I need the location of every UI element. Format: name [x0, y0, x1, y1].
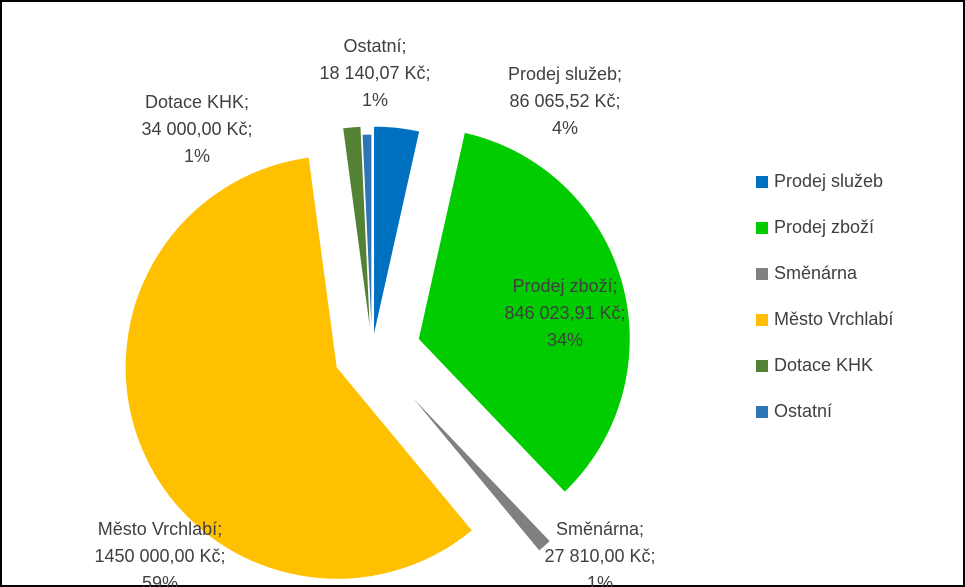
label-amount: 18 140,07 Kč [319, 63, 425, 83]
label-amount: 34 000,00 Kč [141, 119, 247, 139]
label-value: 86 065,52 Kč; [509, 91, 620, 111]
pie-slice [342, 125, 372, 339]
label-separator: ; [248, 119, 253, 139]
label-amount: 846 023,91 Kč [504, 303, 620, 323]
legend-swatch [756, 360, 768, 372]
label-category: Směnárna [556, 519, 640, 539]
legend-swatch [756, 176, 768, 188]
legend-label: Prodej služeb [774, 171, 883, 191]
label-value: 846 023,91 Kč; [504, 303, 625, 323]
label-amount: 27 810,00 Kč [544, 546, 650, 566]
label-percent: 1% [184, 146, 210, 166]
legend-label: Směnárna [774, 263, 858, 283]
label-separator: ; [639, 519, 644, 539]
label-name: Město Vrchlabí; [98, 519, 222, 539]
label-percent: 4% [552, 118, 578, 138]
data-label: Prodej služeb; 86 065,52 Kč; 4% [508, 64, 622, 138]
label-percent: 1% [587, 573, 613, 587]
label-percent: 34% [547, 330, 583, 350]
data-label: Prodej zboží; 846 023,91 Kč; 34% [504, 276, 625, 350]
label-name: Dotace KHK; [145, 92, 249, 112]
legend-swatch [756, 222, 768, 234]
pie-slice [403, 387, 552, 552]
pie-slice [124, 156, 474, 580]
label-separator: ; [613, 276, 618, 296]
label-category: Dotace KHK [145, 92, 244, 112]
label-separator: ; [616, 91, 621, 111]
data-label: Směnárna; 27 810,00 Kč; 1% [544, 519, 655, 587]
legend-label: Dotace KHK [774, 355, 873, 375]
legend-swatch [756, 406, 768, 418]
label-separator: ; [621, 303, 626, 323]
label-amount: 1450 000,00 Kč [94, 546, 220, 566]
legend-swatch [756, 268, 768, 280]
label-name: Prodej zboží; [512, 276, 617, 296]
label-separator: ; [244, 92, 249, 112]
label-percent: 1% [362, 90, 388, 110]
label-separator: ; [651, 546, 656, 566]
label-category: Ostatní [343, 36, 401, 56]
label-separator: ; [426, 63, 431, 83]
label-name: Směnárna; [556, 519, 644, 539]
label-separator: ; [221, 546, 226, 566]
pie-slice [417, 131, 631, 494]
label-name: Prodej služeb; [508, 64, 622, 84]
label-value: 27 810,00 Kč; [544, 546, 655, 566]
label-separator: ; [617, 64, 622, 84]
label-separator: ; [402, 36, 407, 56]
legend-swatch [756, 314, 768, 326]
label-percent: 59% [142, 573, 178, 587]
label-value: 1450 000,00 Kč; [94, 546, 225, 566]
legend-label: Město Vrchlabí [774, 309, 893, 329]
label-amount: 86 065,52 Kč [509, 91, 615, 111]
label-category: Prodej zboží [512, 276, 612, 296]
data-label: Ostatní; 18 140,07 Kč; 1% [319, 36, 430, 110]
legend-label: Prodej zboží [774, 217, 874, 237]
label-value: 18 140,07 Kč; [319, 63, 430, 83]
label-category: Město Vrchlabí [98, 519, 217, 539]
label-separator: ; [217, 519, 222, 539]
legend-label: Ostatní [774, 401, 832, 421]
label-name: Ostatní; [343, 36, 406, 56]
label-value: 34 000,00 Kč; [141, 119, 252, 139]
data-label: Město Vrchlabí; 1450 000,00 Kč; 59% [94, 519, 225, 587]
data-label: Dotace KHK; 34 000,00 Kč; 1% [141, 92, 252, 166]
label-category: Prodej služeb [508, 64, 617, 84]
pie-slice [373, 125, 421, 339]
pie-slice [361, 133, 373, 347]
